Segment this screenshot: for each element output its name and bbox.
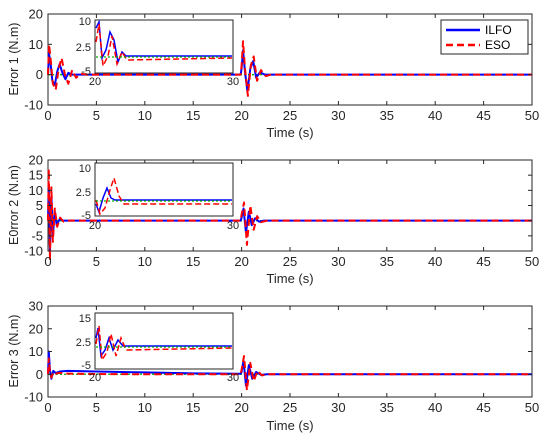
panel-1-ylabel: Error 1 (N.m) [7, 23, 21, 96]
panel-3-xtick-label: 25 [283, 400, 297, 415]
panel-2-ytick-label: 0 [36, 213, 43, 228]
panel-2-xtick-label: 15 [186, 254, 200, 269]
panel-2-xtick-label: 10 [138, 254, 152, 269]
panel-1-ytick-label: 20 [29, 7, 43, 22]
panel-3-ytick-label: 0 [36, 367, 43, 382]
panel-2-xtick-label: 30 [331, 254, 345, 269]
panel-3-eso-line [47, 355, 532, 392]
panel-2-ylabel: E0rror 2 (N.m) [7, 165, 21, 245]
panel-3-ytick-label: 20 [29, 321, 43, 336]
panel-2-ytick-label: 5 [36, 198, 43, 213]
panel-1-inset-xtick-left: 20 [89, 76, 101, 88]
panel-1-ytick-label: 10 [29, 37, 43, 52]
panel-2-series [47, 168, 532, 262]
panel-3-xtick-label: 10 [138, 400, 152, 415]
panel-1-xtick-label: 20 [234, 108, 248, 123]
panel-2-xtick-label: 35 [380, 254, 394, 269]
panel-3-series [47, 350, 532, 392]
panel-1-inset-ytick-bottom: -5 [81, 66, 91, 78]
panel-3-xtick-label: 45 [476, 400, 490, 415]
panel-1-xtick-label: 15 [186, 108, 200, 123]
panel-2-inset-ytick-top: 10 [79, 163, 91, 175]
legend-box [440, 19, 529, 55]
panel-1-xtick-label: 10 [138, 108, 152, 123]
panel-1-inset-ytick-top: 10 [79, 16, 91, 28]
panel-3-inset-box [94, 312, 234, 370]
panel-1-ytick-label: 0 [36, 67, 43, 82]
panel-2-xtick-label: 45 [476, 254, 490, 269]
legend: ILFO ESO [440, 19, 529, 55]
panel-3-xlabel: Time (s) [266, 418, 313, 433]
panel-1-xtick-label: 35 [380, 108, 394, 123]
panel-1-xtick-label: 30 [331, 108, 345, 123]
panel-3-inset-eso-line [95, 325, 233, 363]
panel-2-inset-ytick-bottom: -5 [81, 210, 91, 222]
panel-3-xtick-label: 30 [331, 400, 345, 415]
panel-3-xtick-label: 50 [525, 400, 539, 415]
panel-2-eso-line [47, 168, 532, 262]
panel-2-inset-xtick-left: 20 [89, 220, 101, 232]
panel-2-inset-xtick-right: 30 [227, 220, 239, 232]
panel-2-ytick-label: -10 [24, 244, 43, 259]
panel-3-xtick-label: 15 [186, 400, 200, 415]
panel-1-xtick-label: 40 [428, 108, 442, 123]
panel-1-inset-xtick-right: 30 [227, 76, 239, 88]
panel-2-ytick-label: -5 [31, 228, 43, 243]
panel-2-xtick-label: 40 [428, 254, 442, 269]
panel-3-ytick-label: -10 [24, 390, 43, 405]
panel-3-ytick-label: 10 [29, 344, 43, 359]
panel-2-xtick-label: 20 [234, 254, 248, 269]
panel-2-ytick-label: 10 [29, 183, 43, 198]
panel-2-inset-ytick-mid: 2.5 [76, 187, 91, 199]
panel-1-inset-box [94, 19, 234, 74]
panel-3-inset-xtick-left: 20 [89, 372, 101, 384]
legend-eso-label: ESO [485, 38, 510, 52]
panel-1-xtick-label: 50 [525, 108, 539, 123]
panel-3-xtick-label: 0 [44, 400, 51, 415]
panel-1-inset: 10 2.5 -5 20 30 [76, 16, 239, 88]
panel-1-xtick-label: 45 [476, 108, 490, 123]
panel-3-inset-xtick-right: 30 [227, 372, 239, 384]
panel-3-ylabel: Error 3 (N.m) [7, 315, 21, 388]
panel-2-xtick-label: 25 [283, 254, 297, 269]
panel-3-xtick-label: 5 [93, 400, 100, 415]
panel-1-eso-line [47, 40, 532, 97]
panel-2-inset-box [94, 162, 234, 217]
panel-3-ytick-label: 30 [29, 299, 43, 314]
panel-3-inset-ytick-bottom: -5 [81, 360, 91, 372]
panel-2-inset: 10 2.5 -5 20 30 [76, 162, 239, 232]
panel-1-ytick-label: -10 [24, 98, 43, 113]
legend-ilfo-label: ILFO [485, 23, 512, 37]
panel-3-xtick-label: 40 [428, 400, 442, 415]
panel-2-ytick-label: 20 [29, 153, 43, 168]
panel-3-inset: 15 2.5 -5 20 30 [76, 312, 239, 384]
panel-2-xtick-label: 50 [525, 254, 539, 269]
panel-1-xlabel: Time (s) [266, 125, 313, 140]
panel-3-inset-ilfo-line [95, 327, 232, 359]
panel-3-xtick-label: 20 [234, 400, 248, 415]
panel-2-inset-eso-line [95, 175, 232, 216]
panel-1-inset-ytick-mid: 2.5 [76, 42, 91, 54]
panel-2-ytick-label: 15 [29, 168, 43, 183]
panel-1-xtick-label: 25 [283, 108, 297, 123]
panel-3-xtick-label: 35 [380, 400, 394, 415]
panel-1-xtick-label: 0 [44, 108, 51, 123]
panel-1-series [47, 40, 532, 97]
panel-2-xlabel: Time (s) [266, 271, 313, 286]
panel-1-xtick-label: 5 [93, 108, 100, 123]
panel-3-inset-ytick-mid: 2.5 [76, 337, 91, 349]
panel-3-inset-ytick-top: 15 [79, 313, 91, 325]
panel-2-xtick-label: 0 [44, 254, 51, 269]
panel-2-xtick-label: 5 [93, 254, 100, 269]
